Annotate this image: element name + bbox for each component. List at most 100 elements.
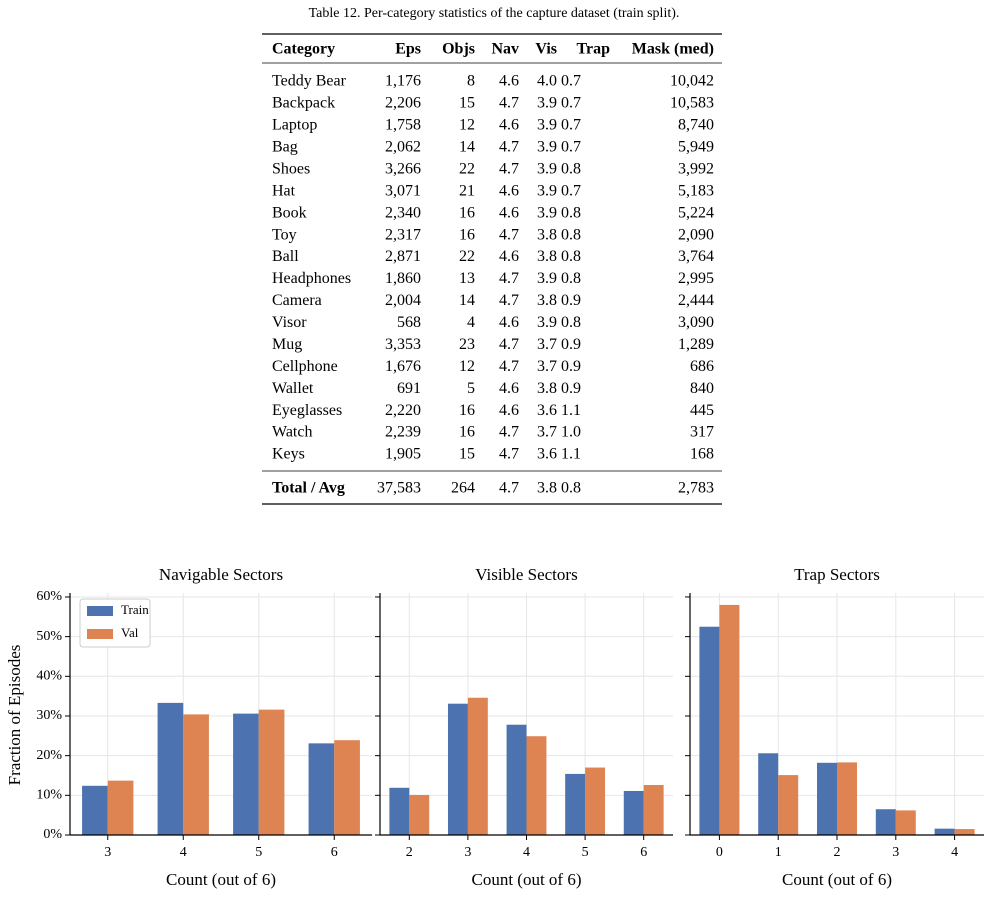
table-cell: 3.9 (537, 270, 557, 287)
table-cell: 4.6 (499, 380, 519, 397)
table-cell: 168 (690, 446, 714, 463)
chart-title: Visible Sectors (475, 565, 577, 584)
table-cell: 3.9 (537, 160, 557, 177)
table-cell: 2,995 (678, 270, 714, 287)
bar (334, 740, 360, 835)
table-cell: 10,583 (670, 95, 714, 112)
table-cell: 16 (459, 402, 475, 419)
bar (758, 753, 779, 835)
table-cell: 16 (459, 424, 475, 441)
table-cell: 4.7 (499, 424, 519, 441)
table-cell: 16 (459, 204, 475, 221)
table-cell: Shoes (272, 160, 310, 177)
table-cell: 5,224 (678, 204, 714, 221)
y-tick-label: 30% (36, 708, 62, 723)
bar (875, 809, 896, 835)
y-tick-label: 0% (43, 827, 62, 842)
x-tick-label: 5 (255, 845, 262, 860)
table-cell: 12 (459, 117, 475, 134)
bar (699, 626, 720, 835)
table-cell: 0.8 (561, 160, 581, 177)
x-axis-label: Count (out of 6) (471, 870, 581, 889)
y-tick-label: 60% (36, 589, 62, 604)
table-cell: 0.9 (561, 336, 581, 353)
table-cell: 3,992 (678, 160, 714, 177)
table-cell: 10,042 (670, 73, 714, 90)
table-cell: 0.8 (561, 314, 581, 331)
table-cell: 4.7 (499, 270, 519, 287)
bar (817, 762, 837, 835)
table-header: Nav (491, 41, 519, 58)
bar (526, 736, 547, 835)
table-cell: 0.9 (561, 358, 581, 375)
table-cell: Ball (272, 248, 299, 265)
table-cell: 2,206 (385, 95, 421, 112)
bar (447, 703, 468, 835)
table-cell: 2,444 (678, 292, 714, 309)
table-cell: 3.9 (537, 138, 557, 155)
table-cell: 1,905 (385, 446, 421, 463)
bar (585, 767, 606, 835)
table-cell: 4.6 (499, 73, 519, 90)
table-cell: 0.7 (561, 117, 581, 134)
x-tick-label: 6 (640, 845, 647, 860)
table-header: Mask (med) (632, 41, 714, 58)
bar (157, 702, 184, 835)
table-cell: 14 (459, 292, 475, 309)
table-cell: 3.8 (537, 380, 557, 397)
table-total-cell: Total / Avg (272, 480, 345, 497)
x-tick-label: 1 (775, 845, 782, 860)
bar (258, 709, 285, 835)
table-cell: Bag (272, 138, 298, 155)
table-cell: 21 (459, 182, 475, 199)
table-cell: 3.6 (537, 446, 557, 463)
table-cell: 4.7 (499, 160, 519, 177)
table-cell: Watch (272, 424, 312, 441)
x-tick-label: 4 (523, 845, 530, 860)
table-cell: 840 (690, 380, 714, 397)
table-cell: 0.8 (561, 226, 581, 243)
table-cell: 4.6 (499, 248, 519, 265)
table-cell: 1,676 (385, 358, 421, 375)
table-cell: Teddy Bear (272, 73, 347, 90)
table-cell: 4.7 (499, 226, 519, 243)
table-header: Category (272, 41, 335, 58)
table-cell: 1.0 (561, 424, 581, 441)
table-cell: 3.8 (537, 248, 557, 265)
y-tick-label: 40% (36, 669, 62, 684)
table-cell: 5,949 (678, 138, 714, 155)
bar (308, 743, 335, 835)
table-cell: 4.6 (499, 402, 519, 419)
table-cell: 14 (459, 138, 475, 155)
table-cell: 2,062 (385, 138, 421, 155)
table-cell: 2,220 (385, 402, 421, 419)
bar (643, 785, 664, 835)
table-cell: 2,239 (385, 424, 421, 441)
table-cell: 2,871 (385, 248, 421, 265)
legend-label: Val (121, 625, 139, 640)
table-header: Objs (442, 41, 475, 58)
table-cell: 2,317 (385, 226, 421, 243)
x-tick-label: 3 (892, 845, 899, 860)
bar (467, 697, 488, 835)
table-cell: 22 (459, 248, 475, 265)
table-cell: 0.9 (561, 292, 581, 309)
bar (82, 785, 108, 835)
table-cell: 691 (397, 380, 421, 397)
bar (778, 775, 799, 835)
table-cell: 568 (397, 314, 421, 331)
table-cell: 4.6 (499, 182, 519, 199)
x-tick-label: 3 (104, 845, 111, 860)
table-cell: 1,176 (385, 73, 421, 90)
table-total-cell: 4.7 (499, 480, 519, 497)
table-cell: Visor (272, 314, 307, 331)
x-tick-label: 2 (406, 845, 413, 860)
table-header: Trap (577, 41, 611, 58)
table-cell: Mug (272, 336, 302, 353)
table-cell: 12 (459, 358, 475, 375)
x-axis-label: Count (out of 6) (166, 870, 276, 889)
table-cell: 1,758 (385, 117, 421, 134)
x-tick-label: 4 (951, 845, 958, 860)
